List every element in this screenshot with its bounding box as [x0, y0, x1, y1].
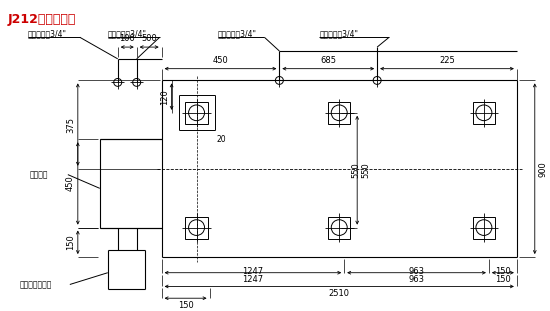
Text: 150: 150 — [495, 275, 511, 284]
Text: 100: 100 — [119, 34, 135, 43]
Text: 冷却水出口3/4": 冷却水出口3/4" — [319, 30, 358, 39]
Text: J212基础安装图: J212基础安装图 — [8, 13, 76, 26]
Text: 450: 450 — [213, 56, 228, 65]
Text: 500: 500 — [141, 34, 157, 43]
Text: 机器控制电气箱: 机器控制电气箱 — [20, 280, 52, 289]
Text: 375: 375 — [66, 117, 75, 132]
Text: 150: 150 — [178, 301, 194, 310]
Text: 冷却水进口3/4": 冷却水进口3/4" — [28, 30, 67, 39]
Bar — [185, 216, 208, 239]
Text: 20: 20 — [217, 135, 226, 144]
Text: 冷却水进口3/4": 冷却水进口3/4" — [217, 30, 256, 39]
Text: 685: 685 — [320, 56, 336, 65]
Bar — [328, 216, 350, 239]
Text: 225: 225 — [439, 56, 455, 65]
Bar — [472, 216, 495, 239]
Text: 150: 150 — [66, 234, 75, 250]
Text: 900: 900 — [539, 161, 548, 177]
Text: 550: 550 — [361, 162, 370, 178]
Text: 2510: 2510 — [329, 289, 350, 298]
Bar — [328, 102, 350, 124]
Text: 1247: 1247 — [243, 267, 263, 276]
Text: 963: 963 — [409, 275, 425, 284]
Text: 1247: 1247 — [243, 275, 263, 284]
Text: 963: 963 — [409, 267, 425, 276]
Bar — [185, 102, 208, 124]
Text: 150: 150 — [495, 267, 511, 276]
Text: 冷却水出口3/4": 冷却水出口3/4" — [108, 30, 147, 39]
Text: 450: 450 — [66, 176, 75, 191]
Text: 550: 550 — [351, 162, 360, 178]
Text: 120: 120 — [160, 89, 169, 104]
Text: 电源进口: 电源进口 — [30, 170, 48, 179]
Bar — [472, 102, 495, 124]
